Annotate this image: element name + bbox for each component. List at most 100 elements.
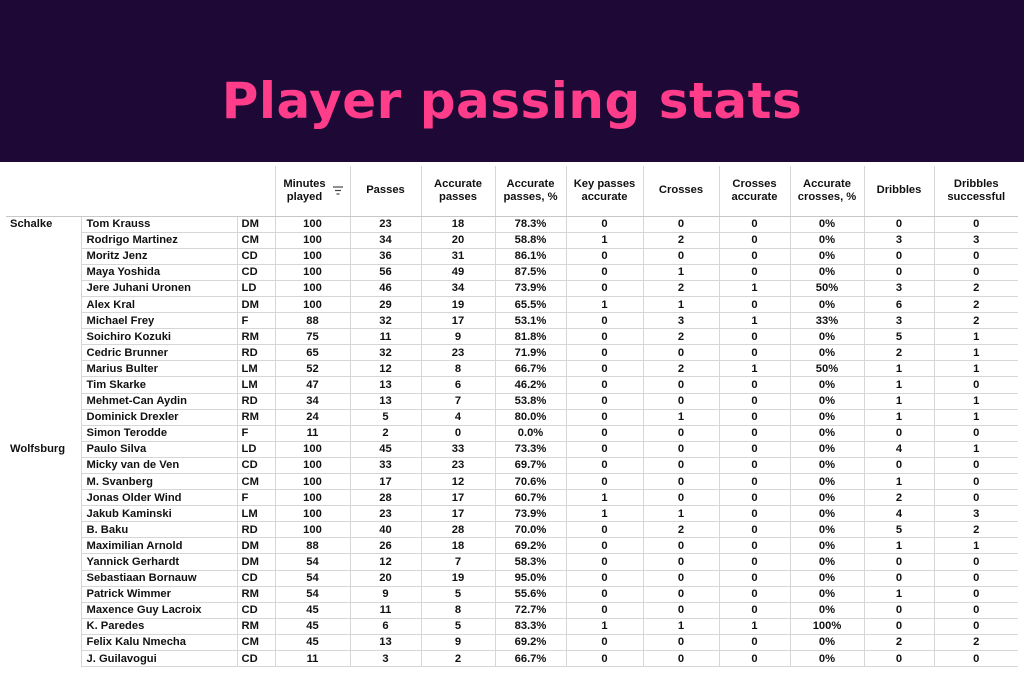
stat-cell-minutes: 34 [274,393,350,410]
column-header-key-passes[interactable]: Key passes accurate [565,166,643,217]
stat-cell-key-passes: 1 [565,505,643,523]
stat-cell-accurate-crosses-pct: 33% [789,312,864,330]
stat-cell-accurate-passes-pct: 73.9% [494,505,566,523]
stat-cell-crosses-accurate: 0 [718,425,790,442]
stat-cell-dribbles: 1 [863,537,934,555]
table-row: Jere Juhani Uronen LD 100 46 34 73.9% 0 2 1 50% 3 2 [6,280,1018,297]
column-header-crosses-accurate[interactable]: Crosses accurate [718,166,790,217]
team-name-cell [6,248,81,264]
stat-cell-dribbles-successful: 3 [933,505,1018,523]
position-cell: CD [236,570,275,587]
stat-cell-accurate-crosses-pct: 0% [789,505,864,523]
stat-cell-passes: 12 [349,553,421,571]
stat-cell-crosses: 0 [642,393,719,410]
table-row: Micky van de Ven CD 100 33 23 69.7% 0 0 0 0% 0 0 [6,457,1018,475]
stat-cell-accurate-passes-pct: 86.1% [494,248,566,265]
stat-cell-accurate-passes-pct: 87.5% [494,264,566,281]
stat-cell-minutes: 88 [274,537,350,555]
stat-cell-key-passes: 0 [565,570,643,587]
team-name-cell [6,602,81,618]
stat-cell-accurate-passes: 28 [420,521,495,539]
player-name-cell: Maya Yoshida [80,264,237,281]
stat-cell-crosses-accurate: 0 [718,521,790,539]
stat-cell-accurate-crosses-pct: 0% [789,264,864,281]
position-cell: F [236,489,275,507]
stat-cell-dribbles: 3 [863,280,934,297]
stat-cell-key-passes: 0 [565,650,643,668]
stat-cell-minutes: 54 [274,586,350,603]
stat-cell-passes: 32 [349,312,421,330]
stat-cell-passes: 9 [349,586,421,603]
team-name-cell [6,586,81,602]
player-name-cell: K. Paredes [80,618,237,635]
stat-cell-accurate-passes-pct: 46.2% [494,376,566,394]
stat-cell-minutes: 100 [274,521,350,539]
stat-cell-key-passes: 0 [565,393,643,410]
page-title: Player passing stats [221,72,803,130]
player-name-cell: Dominick Drexler [80,409,237,426]
stat-cell-crosses-accurate: 0 [718,248,790,265]
stat-cell-dribbles: 0 [863,650,934,668]
column-header-dribbles-successful[interactable]: Dribbles successful [933,166,1018,217]
stat-cell-accurate-crosses-pct: 0% [789,634,864,652]
player-name-cell: Jonas Older Wind [80,489,237,507]
stat-cell-accurate-passes-pct: 83.3% [494,618,566,635]
stat-cell-crosses: 0 [642,441,719,458]
column-header-minutes[interactable]: Minutes played [274,166,350,217]
stat-cell-key-passes: 0 [565,409,643,426]
stat-cell-accurate-passes-pct: 81.8% [494,328,566,346]
stat-cell-accurate-crosses-pct: 0% [789,232,864,249]
table-row: Maxence Guy Lacroix CD 45 11 8 72.7% 0 0 0 0% 0 0 [6,602,1018,619]
stat-cell-crosses-accurate: 0 [718,328,790,346]
stats-table-container: Minutes played Passes Accurate passes Ac… [6,166,1018,668]
stat-cell-passes: 5 [349,409,421,426]
stat-cell-minutes: 100 [274,473,350,491]
stat-cell-accurate-crosses-pct: 0% [789,328,864,346]
stat-cell-accurate-crosses-pct: 100% [789,618,864,635]
passing-stats-table: Minutes played Passes Accurate passes Ac… [6,166,1018,668]
stat-cell-accurate-passes: 5 [420,618,495,635]
position-cell: F [236,425,275,442]
stat-cell-crosses-accurate: 0 [718,296,790,314]
stat-cell-crosses: 2 [642,360,719,378]
table-row: Felix Kalu Nmecha CM 45 13 9 69.2% 0 0 0 0% 2 2 [6,634,1018,652]
stat-cell-dribbles-successful: 1 [933,344,1018,362]
team-header [6,166,81,217]
team-name-cell [6,296,81,312]
position-cell: CD [236,457,275,475]
column-header-dribbles[interactable]: Dribbles [863,166,934,217]
column-header-passes[interactable]: Passes [349,166,421,217]
stat-cell-crosses: 2 [642,521,719,539]
player-name-cell: Maxence Guy Lacroix [80,602,237,619]
stat-cell-crosses-accurate: 0 [718,441,790,458]
team-name-cell [6,490,81,506]
stat-cell-minutes: 45 [274,634,350,652]
stat-cell-passes: 12 [349,360,421,378]
column-header-accurate-passes-pct[interactable]: Accurate passes, % [494,166,566,217]
table-row: Jakub Kaminski LM 100 23 17 73.9% 1 1 0 0% 4 3 [6,505,1018,523]
table-row: Yannick Gerhardt DM 54 12 7 58.3% 0 0 0 0% 0 0 [6,553,1018,571]
stat-cell-accurate-passes-pct: 65.5% [494,296,566,314]
stat-cell-accurate-passes: 23 [420,344,495,362]
stat-cell-dribbles-successful: 0 [933,570,1018,587]
sort-lines-icon[interactable] [332,186,343,195]
column-header-accurate-crosses-pct[interactable]: Accurate crosses, % [789,166,864,217]
stat-cell-accurate-passes: 17 [420,505,495,523]
column-header-crosses[interactable]: Crosses [642,166,719,217]
stat-cell-crosses: 1 [642,296,719,314]
stat-cell-passes: 11 [349,602,421,619]
stat-cell-passes: 33 [349,457,421,475]
table-row: Simon Terodde F 11 2 0 0.0% 0 0 0 0% 0 0 [6,425,1018,442]
stat-cell-dribbles-successful: 0 [933,602,1018,619]
stat-cell-dribbles-successful: 0 [933,216,1018,233]
stat-cell-dribbles: 4 [863,505,934,523]
stat-cell-crosses-accurate: 0 [718,586,790,603]
stat-cell-key-passes: 1 [565,618,643,635]
stat-cell-dribbles: 6 [863,296,934,314]
stat-cell-crosses: 3 [642,312,719,330]
stat-cell-minutes: 75 [274,328,350,346]
stat-cell-accurate-passes: 0 [420,425,495,442]
column-header-accurate-passes[interactable]: Accurate passes [420,166,495,217]
position-cell: LD [236,280,275,297]
stat-cell-minutes: 45 [274,618,350,635]
